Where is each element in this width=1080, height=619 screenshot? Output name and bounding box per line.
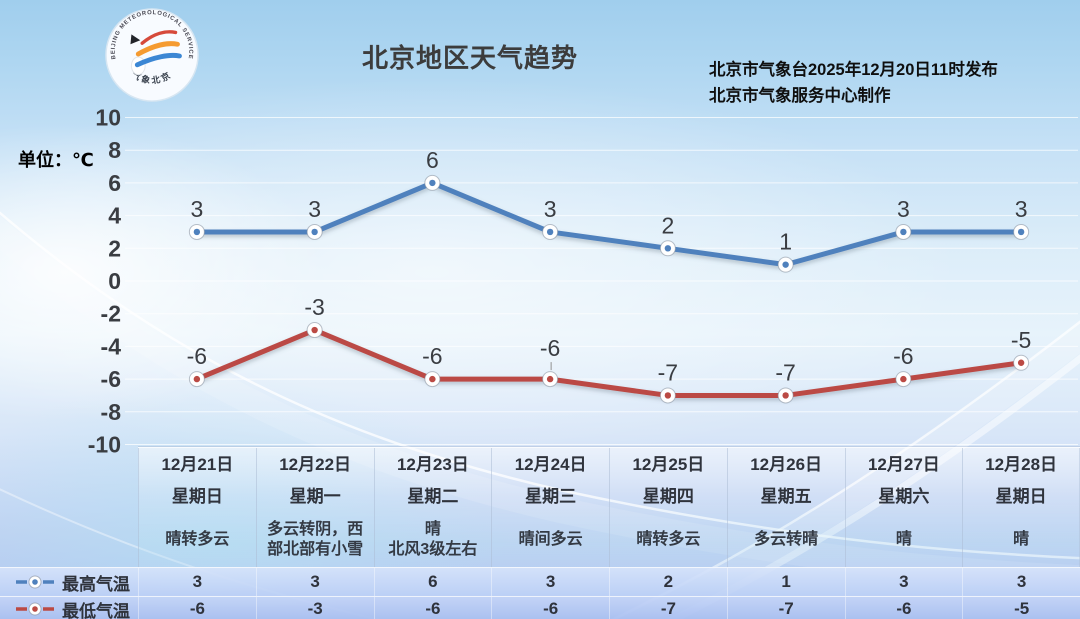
forecast-date: 12月27日 bbox=[867, 455, 940, 474]
forecast-weekday: 星期四 bbox=[642, 486, 694, 506]
high-temp-value: 3 bbox=[962, 568, 1080, 596]
high-temp-value: 3 bbox=[138, 568, 256, 596]
forecast-date: 12月25日 bbox=[632, 455, 705, 474]
forecast-weather: 晴转多云 bbox=[636, 530, 701, 548]
high-temp-value: 3 bbox=[844, 568, 963, 596]
high-temp-value: 3 bbox=[255, 568, 374, 596]
logo-arrow-glyph bbox=[130, 34, 141, 45]
legend-row-high-temp: 最高气温 3 3 6 3 2 1 3 3 bbox=[0, 567, 1080, 596]
forecast-column: 12月24日 星期三晴间多云 bbox=[491, 448, 609, 568]
publish-info: 北京市气象台2025年12月20日11时发布 北京市气象服务中心制作 bbox=[709, 57, 998, 109]
legend-series-name: 最高气温 bbox=[62, 574, 130, 594]
high-temp-value: 3 bbox=[491, 568, 609, 596]
beijing-meteorological-service-logo: BEIJING METEOROLOGICAL SERVICE 气象北京 bbox=[103, 6, 201, 104]
forecast-column: 12月23日 星期二晴 北风3级左右 bbox=[373, 448, 492, 568]
forecast-weather: 晴转多云 bbox=[165, 530, 230, 548]
high-temp-value: 1 bbox=[726, 568, 845, 596]
forecast-weekday: 星期五 bbox=[760, 486, 812, 506]
forecast-column: 12月22日 星期一多云转阴，西部北部有小雪 bbox=[255, 448, 374, 568]
low-temp-value: -7 bbox=[726, 597, 845, 619]
forecast-date: 12月22日 bbox=[279, 455, 352, 474]
forecast-weekday: 星期日 bbox=[171, 486, 223, 506]
forecast-date: 12月23日 bbox=[396, 455, 469, 474]
forecast-weather: 多云转晴 bbox=[754, 530, 819, 548]
forecast-weekday: 星期日 bbox=[995, 486, 1047, 506]
legend-series-name: 最低气温 bbox=[62, 601, 130, 619]
legend-series-label: 最低气温 bbox=[0, 597, 138, 619]
low-temp-value: -6 bbox=[844, 597, 963, 619]
logo-blue-stripe bbox=[134, 52, 182, 68]
low-temp-value: -6 bbox=[138, 597, 256, 619]
publish-line-1: 北京市气象台2025年12月20日11时发布 bbox=[709, 61, 998, 79]
low-temp-value: -3 bbox=[255, 597, 374, 619]
forecast-column: 12月26日 星期五多云转晴 bbox=[726, 448, 845, 568]
forecast-date: 12月28日 bbox=[985, 455, 1058, 474]
low-temp-value: -7 bbox=[609, 597, 727, 619]
forecast-column: 12月21日 星期日晴转多云 bbox=[138, 448, 256, 568]
high-temp-value: 6 bbox=[373, 568, 492, 596]
low-temp-value: -6 bbox=[491, 597, 609, 619]
forecast-column: 12月25日 星期四晴转多云 bbox=[609, 448, 727, 568]
forecast-weekday: 星期六 bbox=[878, 486, 930, 506]
forecast-weather: 晴 北风3级左右 bbox=[388, 520, 478, 558]
forecast-weather: 多云转阴，西部北部有小雪 bbox=[267, 520, 364, 558]
forecast-weekday: 星期二 bbox=[407, 486, 459, 506]
high-temp-value: 2 bbox=[609, 568, 727, 596]
legend-series-label: 最高气温 bbox=[0, 568, 138, 596]
logo-orange-stripe bbox=[135, 41, 180, 57]
page-title: 北京地区天气趋势 bbox=[361, 43, 578, 73]
high-temp-legend-marker-icon bbox=[16, 575, 54, 589]
low-temp-value: -5 bbox=[962, 597, 1080, 619]
low-temp-legend-marker-icon bbox=[16, 602, 54, 616]
forecast-column: 12月28日 星期日晴 bbox=[962, 448, 1080, 568]
unit-label: 单位：℃ bbox=[18, 150, 94, 170]
forecast-date: 12月21日 bbox=[161, 455, 234, 474]
forecast-weather: 晴 bbox=[1013, 530, 1030, 548]
forecast-date: 12月26日 bbox=[750, 455, 823, 474]
low-temp-value: -6 bbox=[373, 597, 492, 619]
publish-line-2: 北京市气象服务中心制作 bbox=[709, 87, 891, 105]
forecast-weather: 晴 bbox=[895, 530, 912, 548]
forecast-column: 12月27日 星期六晴 bbox=[844, 448, 963, 568]
legend-row-low-temp: 最低气温 -6 -3 -6 -6 -7 -7 -6 -5 bbox=[0, 596, 1080, 619]
forecast-table: 12月21日 星期日 晴转多云 12月22日 星期一 多云转阴，西部北部有小雪 12月23日… bbox=[138, 447, 1080, 568]
logo-red-stripe bbox=[140, 30, 178, 45]
forecast-date: 12月24日 bbox=[514, 455, 587, 474]
forecast-weather: 晴间多云 bbox=[518, 530, 583, 548]
forecast-weekday: 星期一 bbox=[289, 486, 341, 506]
forecast-weekday: 星期三 bbox=[525, 486, 577, 506]
logo-circle bbox=[105, 8, 199, 102]
legend-table: 最高气温 3 3 6 3 2 1 3 3 最低气温 -6 -3 -6 -6 -7 -7 -6 -5 bbox=[0, 567, 1080, 619]
